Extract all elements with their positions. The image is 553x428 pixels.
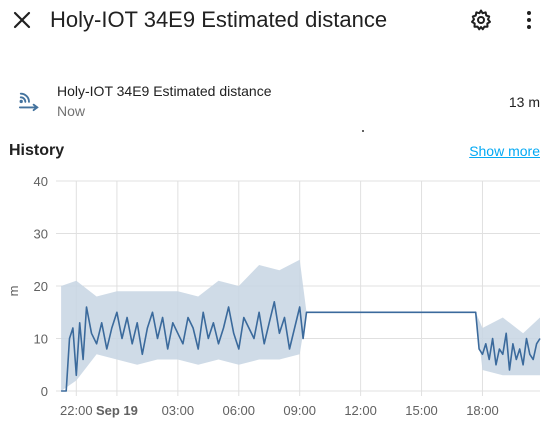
y-tick-label: 40	[34, 174, 48, 189]
x-tick-label: 09:00	[283, 403, 316, 418]
y-tick-label: 30	[34, 227, 48, 242]
last-changed: Now	[57, 103, 86, 119]
x-tick-label: 18:00	[466, 403, 499, 418]
y-tick-labels: 0 10 20 30 40	[34, 174, 48, 399]
more-vertical-icon[interactable]	[517, 8, 541, 32]
dialog-header: Holy-IOT 34E9 Estimated distance	[0, 0, 553, 40]
series-lines	[61, 301, 541, 392]
close-icon[interactable]	[10, 8, 34, 32]
dialog-title: Holy-IOT 34E9 Estimated distance	[50, 7, 388, 32]
x-tick-label: 06:00	[222, 403, 255, 418]
settings-button[interactable]	[469, 8, 493, 32]
y-tick-label: 0	[41, 384, 48, 399]
y-tick-label: 10	[34, 332, 48, 347]
show-more-link[interactable]: Show more	[469, 143, 540, 159]
y-axis-label: m	[6, 286, 21, 297]
entity-value: 13 m	[508, 94, 540, 110]
entity-state-row[interactable]: Holy-IOT 34E9 Estimated distance Now 13 …	[0, 78, 553, 126]
x-tick-label: 12:00	[344, 403, 377, 418]
x-tick-label: Sep 19	[96, 403, 138, 418]
x-tick-labels: 22:00 Sep 19 03:00 06:00 09:00 12:00 15:00 18:0…	[60, 403, 499, 418]
entity-name: Holy-IOT 34E9 Estimated distance	[57, 83, 272, 99]
x-tick-label: 15:00	[405, 403, 438, 418]
x-tick-label: 22:00	[60, 403, 93, 418]
history-chart[interactable]: 0 10 20 30 40 22:00 Sep 19 03:00 06:00 09:00 12:0…	[0, 170, 553, 428]
y-tick-label: 20	[34, 279, 48, 294]
signal-distance-icon	[18, 92, 39, 112]
history-heading: History	[9, 142, 65, 159]
more-menu-button[interactable]	[517, 8, 541, 32]
close-button[interactable]	[10, 8, 34, 32]
series-line	[61, 301, 541, 392]
x-tick-label: 03:00	[162, 403, 195, 418]
series-range-band	[61, 259, 540, 391]
gear-icon[interactable]	[469, 8, 493, 32]
divider-dot	[362, 130, 364, 132]
